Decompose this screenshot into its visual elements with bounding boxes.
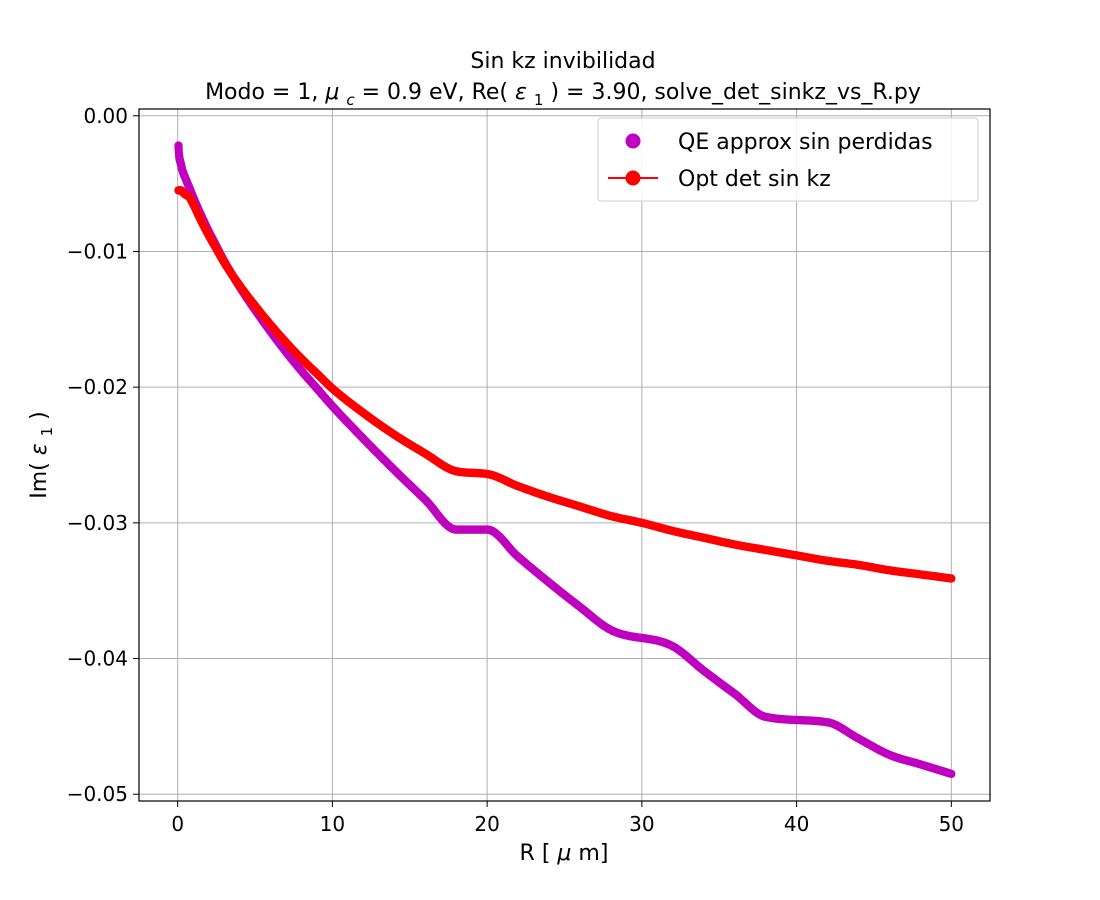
subtitle-epsilon-subscript: 1 xyxy=(534,91,544,109)
legend: QE approx sin perdidas Opt det sin kz xyxy=(597,117,979,202)
y-axis-label-subscript: 1 xyxy=(38,427,56,437)
series-opt-det xyxy=(174,186,956,583)
y-tick-label: −0.02 xyxy=(67,375,128,399)
y-tick-label: −0.04 xyxy=(67,647,128,671)
grid-lines xyxy=(139,109,990,801)
plot-frame xyxy=(138,108,991,802)
chart-title-line-2: Modo = 1, μ c = 0.9 eV, Re( ε 1 ) = 3.90… xyxy=(205,80,921,111)
plot-series xyxy=(174,141,956,779)
x-tick-label: 10 xyxy=(320,812,345,836)
chart-title-line-1: Sin kz invibilidad xyxy=(470,49,655,74)
x-axis-label-suffix: m] xyxy=(578,841,608,866)
axis-ticks: 0 10 20 30 40 50 0.00 −0.01 −0.02 −0.03 −0.04 −0.05 xyxy=(67,104,964,836)
subtitle-part-2: = 0.9 eV, Re( xyxy=(362,80,508,105)
y-axis-label: Im( ε 1 ) xyxy=(27,411,58,499)
subtitle-part-3: ) = 3.90, solve_det_sinkz_vs_R.py xyxy=(550,80,920,105)
y-axis-label-prefix: Im( xyxy=(27,462,52,499)
y-tick-label: 0.00 xyxy=(83,104,128,128)
x-tick-label: 20 xyxy=(474,812,499,836)
y-axis-label-suffix: ) xyxy=(27,411,52,420)
x-axis-label-prefix: R [ xyxy=(520,841,551,866)
legend-label-opt-det: Opt det sin kz xyxy=(678,167,831,192)
x-tick-label: 30 xyxy=(629,812,654,836)
subtitle-mu-symbol: μ xyxy=(324,80,339,105)
legend-label-qe-approx: QE approx sin perdidas xyxy=(678,130,933,155)
x-tick-label: 0 xyxy=(171,812,184,836)
x-tick-label: 50 xyxy=(939,812,964,836)
subtitle-epsilon-symbol: ε xyxy=(515,80,527,105)
x-tick-label: 40 xyxy=(784,812,809,836)
x-axis-label: R [ μ m] xyxy=(520,841,609,866)
x-axis-label-mu: μ xyxy=(556,841,571,866)
y-tick-label: −0.01 xyxy=(67,239,128,263)
y-tick-label: −0.05 xyxy=(67,782,128,806)
legend-box xyxy=(597,117,979,202)
legend-marker-qe-approx xyxy=(625,133,641,149)
legend-marker-opt-det xyxy=(625,170,641,186)
data-point xyxy=(947,769,956,779)
y-tick-label: −0.03 xyxy=(67,511,128,535)
subtitle-part-1: Modo = 1, xyxy=(205,80,325,105)
data-point xyxy=(947,574,956,583)
chart-title: Sin kz invibilidad Modo = 1, μ c = 0.9 e… xyxy=(205,49,921,111)
subtitle-mu-subscript: c xyxy=(346,91,355,109)
y-axis-label-epsilon: ε xyxy=(27,443,52,455)
